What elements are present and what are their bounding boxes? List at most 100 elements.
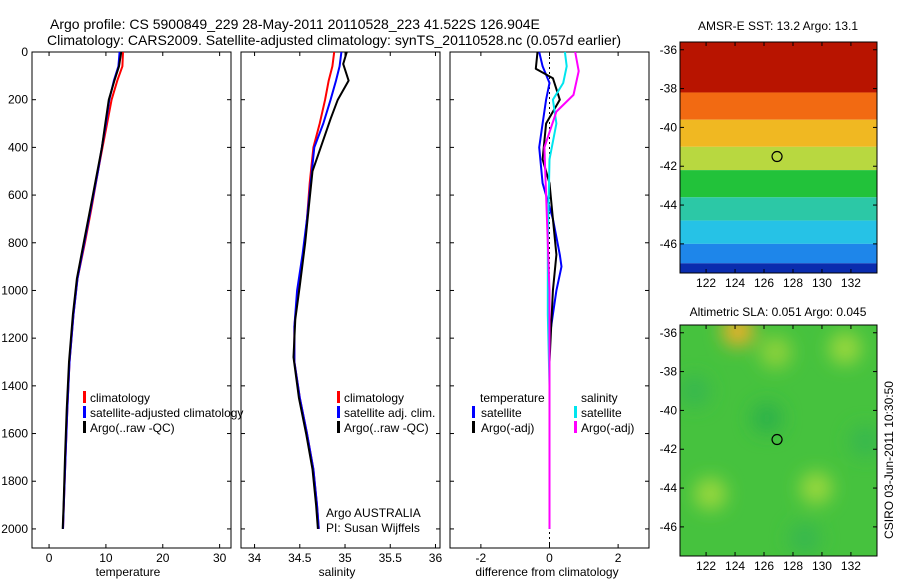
argo-location-marker: [771, 150, 783, 163]
salinity-legend: climatology satellite adj. clim. Argo(..…: [326, 391, 435, 535]
y-tick-label: 1400: [1, 379, 28, 393]
x-tick-label: 2: [615, 551, 622, 565]
sla-anomaly-field: [680, 325, 877, 555]
argo-australia: Argo AUSTRALIA: [326, 506, 421, 520]
x-tick-label: 20: [156, 551, 170, 565]
y-tick-label: -42: [660, 442, 678, 456]
legend-argo: Argo(..raw -QC): [90, 421, 175, 435]
y-tick-label: -38: [660, 365, 678, 379]
y-tick-label: -40: [660, 403, 678, 417]
y-tick-label: -36: [660, 43, 678, 57]
legend-climatology: climatology: [90, 391, 150, 405]
sla-map-panel: 122 124 126 128 130 132 -36 -38 -40 -42 -44 -46: [660, 324, 878, 573]
sla-anomaly-blob: [829, 332, 862, 365]
y-tick-label: 200: [8, 93, 28, 107]
x-tick-label: 126: [754, 276, 774, 290]
salinity-panel: 34 34.5 35 35.5 36: [240, 51, 443, 565]
legend-argo: Argo(..raw -QC): [344, 421, 429, 435]
temperature-panel: 0 200 400 600 800 1000 1200 1400 1600 1800 2000 0 10…: [1, 45, 232, 565]
sla-anomaly-blob: [680, 375, 711, 407]
salinity-xlabel: salinity: [319, 565, 356, 579]
sla-anomaly-blob: [759, 336, 792, 369]
x-tick-label: 124: [725, 559, 745, 573]
sst-band: [680, 170, 877, 198]
y-tick-label: -36: [660, 326, 678, 340]
x-tick-label: 128: [783, 276, 803, 290]
sst-band: [680, 220, 877, 244]
x-tick-label: 132: [841, 559, 861, 573]
header-line-2: Climatology: CARS2009. Satellite-adjuste…: [47, 32, 621, 48]
legend-temp-argo: Argo(-adj): [481, 421, 534, 435]
sla-anomaly-blob: [694, 477, 727, 510]
legend-temp-satellite: satellite: [481, 406, 522, 420]
x-tick-label: 0: [546, 551, 553, 565]
x-tick-label: 35.5: [379, 551, 403, 565]
header-line-1: Argo profile: CS 5900849_229 28-May-2011…: [50, 16, 540, 32]
sst-map-panel: 122 124 126 128 130 132 -36 -38 -40 -42 -44 -46: [660, 41, 878, 290]
sst-band: [680, 243, 877, 264]
x-tick-label: 122: [696, 559, 716, 573]
x-tick-label: 34: [248, 551, 262, 565]
legend-satellite-adjusted: satellite-adjusted climatology: [90, 406, 243, 420]
y-tick-label: -38: [660, 82, 678, 96]
x-tick-label: 34.5: [288, 551, 312, 565]
x-tick-label: 130: [812, 559, 832, 573]
legend-satellite-adj: satellite adj. clim.: [344, 406, 435, 420]
sst-band: [680, 197, 877, 221]
y-tick-label: -44: [660, 481, 678, 495]
sst-band: [680, 263, 877, 273]
x-tick-label: 10: [99, 551, 113, 565]
sla-anomaly-blob: [750, 402, 783, 435]
x-tick-label: 30: [213, 551, 227, 565]
sst-band: [680, 119, 877, 147]
sst-band: [680, 42, 877, 93]
y-tick-label: -46: [660, 237, 678, 251]
series-line-argo-raw-qc-: [61, 51, 123, 529]
x-tick-label: 126: [754, 559, 774, 573]
temperature-xlabel: temperature: [96, 565, 161, 579]
difference-panel: -2 0 2: [449, 51, 650, 565]
y-tick-label: -40: [660, 120, 678, 134]
legend-salinity-title: salinity: [581, 391, 618, 405]
series-line-salinity-argo-adj-: [543, 51, 580, 529]
y-tick-label: -44: [660, 198, 678, 212]
y-tick-label: -42: [660, 159, 678, 173]
sla-anomaly-blob: [721, 325, 754, 347]
x-tick-label: 128: [783, 559, 803, 573]
timestamp-label: CSIRO 03-Jun-2011 10:30:50: [882, 381, 896, 539]
difference-legend: temperature satellite Argo(-adj) salinit…: [472, 391, 634, 435]
y-tick-label: 1600: [1, 427, 28, 441]
y-tick-label: 1000: [1, 283, 28, 297]
argo-location-marker: [771, 433, 783, 446]
y-tick-label: 2000: [1, 522, 28, 536]
y-tick-label: 800: [8, 236, 28, 250]
sst-band: [680, 146, 877, 171]
y-tick-label: 600: [8, 188, 28, 202]
sla-anomaly-blob: [800, 472, 833, 505]
x-tick-label: 122: [696, 276, 716, 290]
x-tick-label: 35: [338, 551, 352, 565]
x-tick-label: 124: [725, 276, 745, 290]
difference-xlabel: difference from climatology: [475, 565, 618, 579]
legend-temperature-title: temperature: [480, 391, 545, 405]
legend-climatology: climatology: [344, 391, 404, 405]
sla-anomaly-blob: [788, 522, 821, 555]
y-tick-label: 1800: [1, 474, 28, 488]
y-tick-label: -46: [660, 520, 678, 534]
temperature-legend: climatology satellite-adjusted climatolo…: [83, 391, 243, 435]
series-line-satellite-adjusted-climatology: [62, 51, 121, 529]
series-line-climatology: [62, 51, 124, 529]
x-tick-label: 36: [429, 551, 443, 565]
y-tick-label: 0: [21, 45, 28, 59]
y-tick-label: 1200: [1, 331, 28, 345]
x-tick-label: 0: [46, 551, 53, 565]
series-line-satellite-adj-clim-: [293, 51, 343, 529]
y-tick-label: 400: [8, 140, 28, 154]
pi-name: PI: Susan Wijffels: [326, 521, 420, 535]
x-tick-label: -2: [476, 551, 487, 565]
legend-sal-argo: Argo(-adj): [581, 421, 634, 435]
sla-map-title: Altimetric SLA: 0.051 Argo: 0.045: [690, 305, 867, 319]
sla-anomaly-blob: [849, 425, 877, 458]
x-tick-label: 130: [812, 276, 832, 290]
